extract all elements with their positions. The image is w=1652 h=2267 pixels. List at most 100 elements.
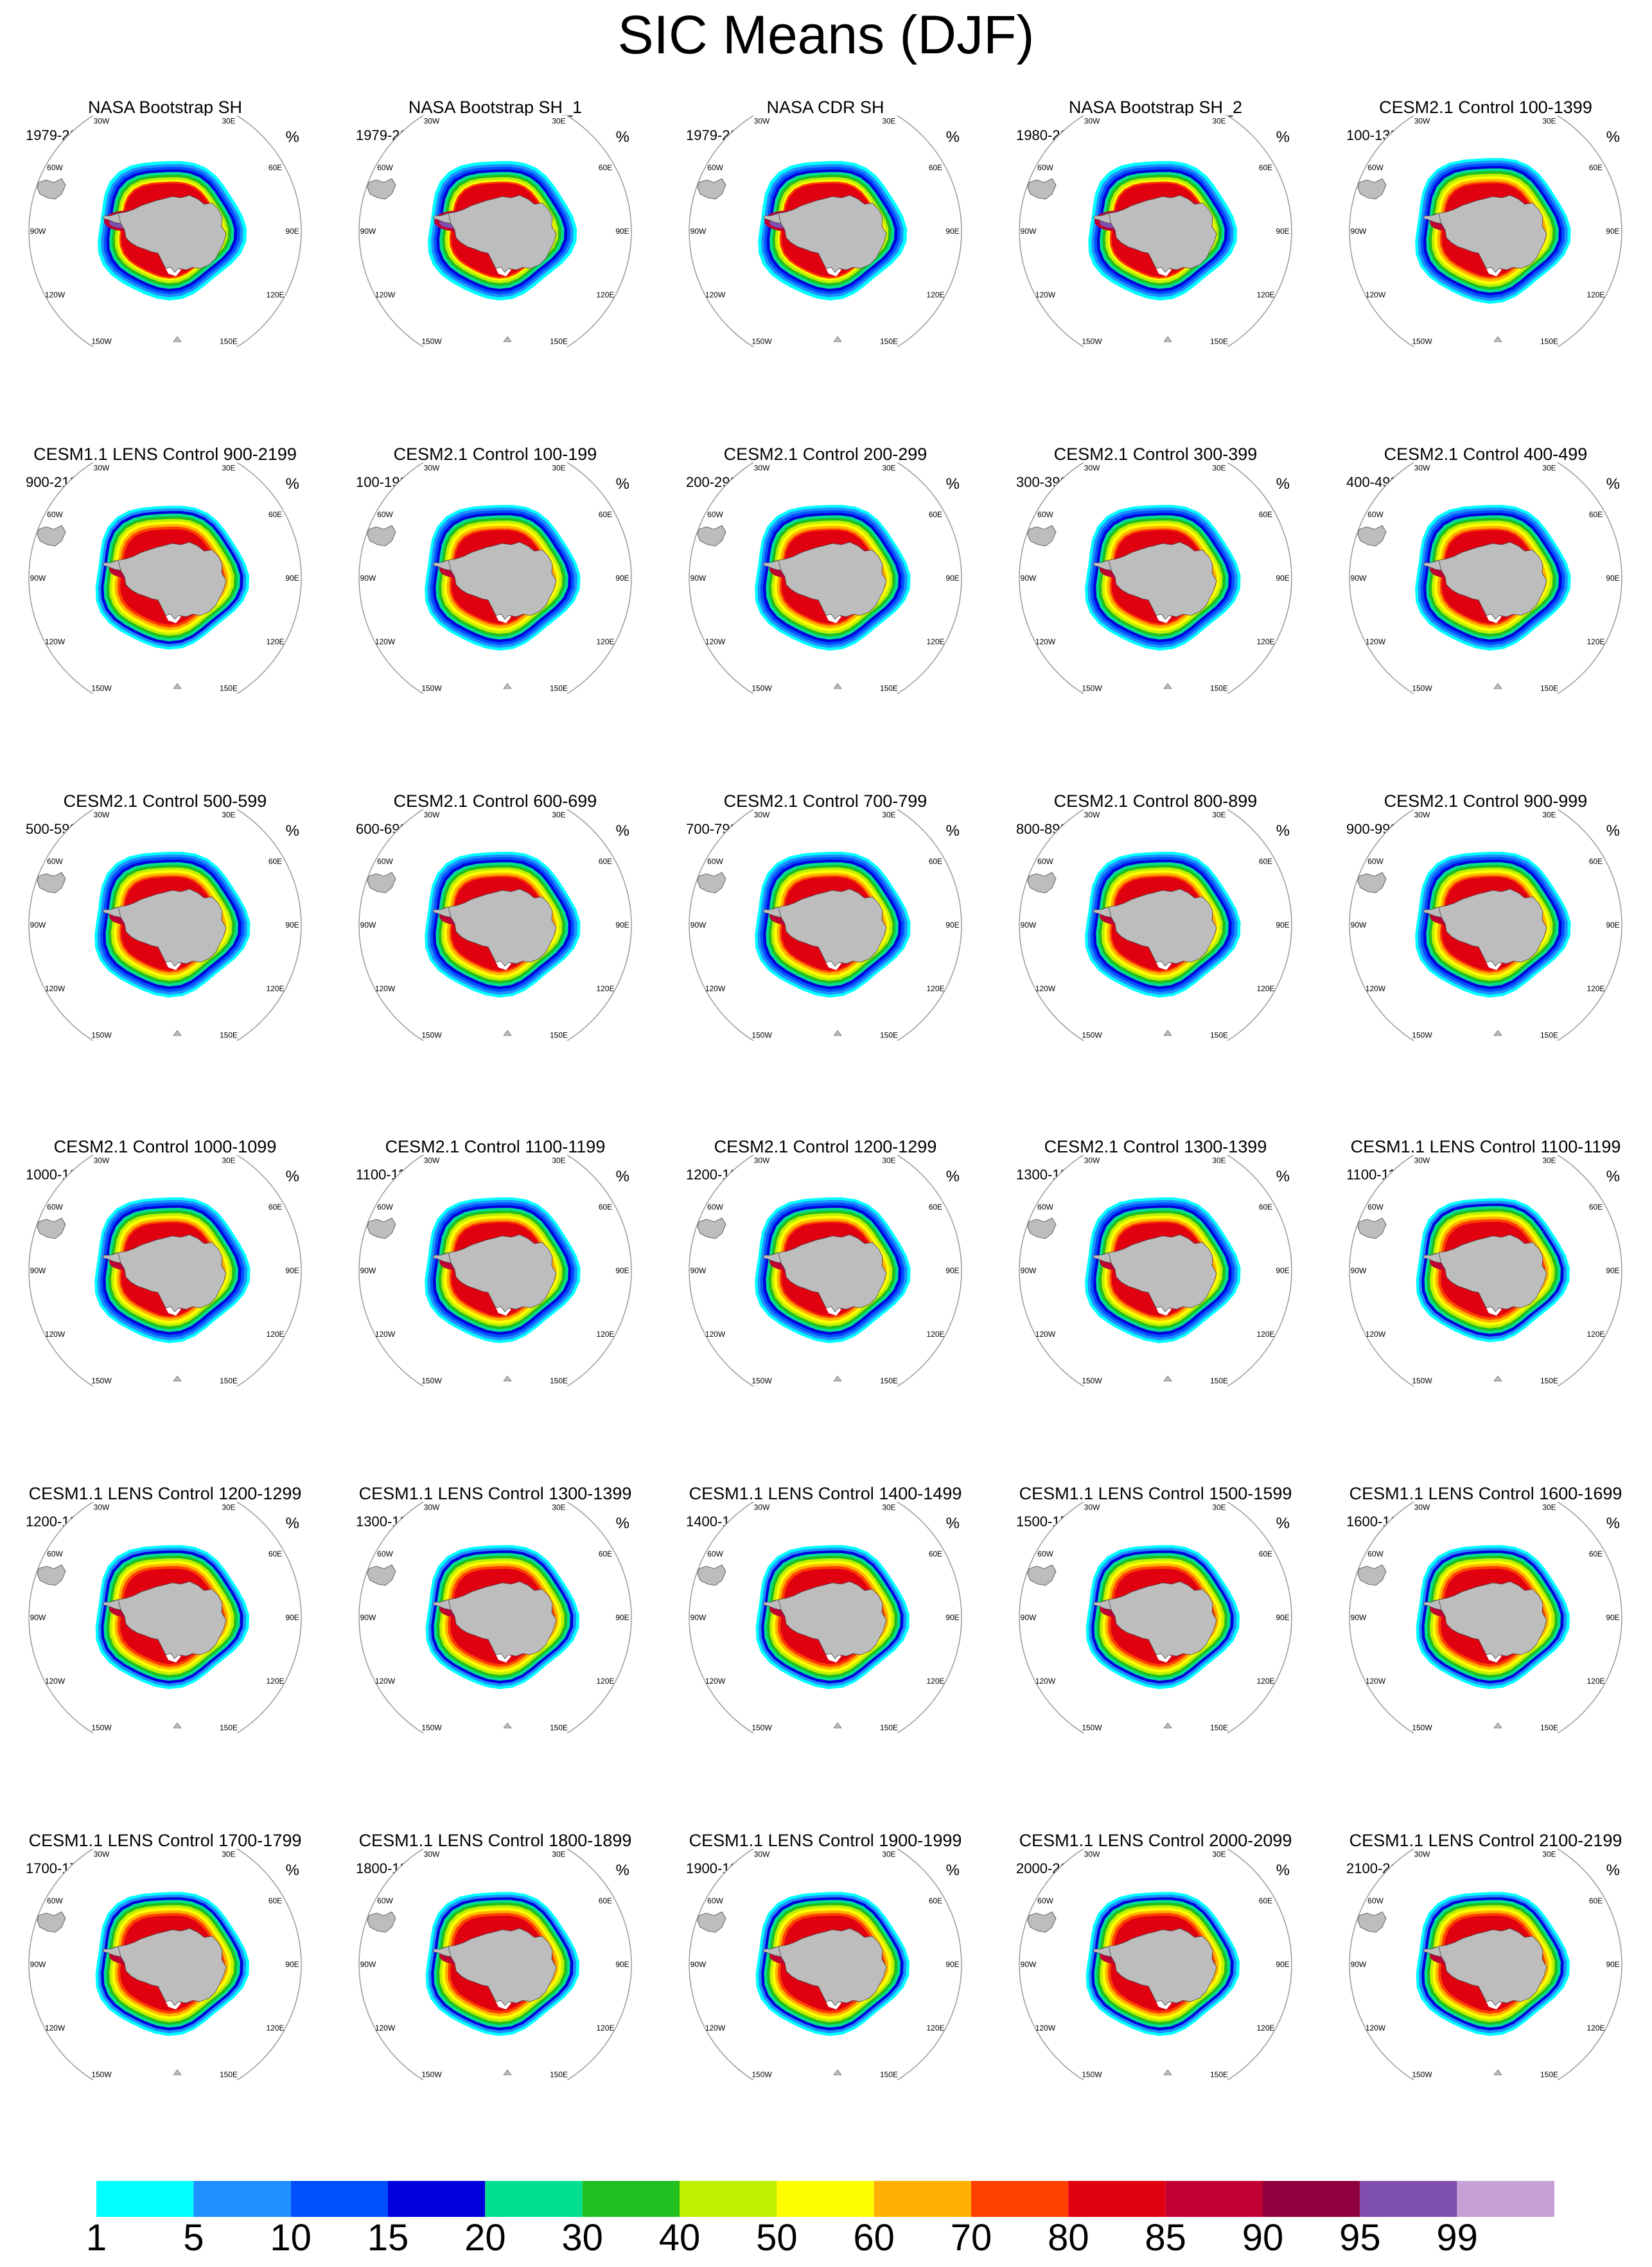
longitude-label: 120W (1035, 637, 1056, 646)
polar-map: 030E60E90E120E150E180150W120W90W60W30W (1349, 463, 1622, 694)
longitude-label: 150E (220, 1377, 238, 1386)
panel-title: NASA Bootstrap SH (87, 98, 243, 117)
map-panel: CESM2.1 Control 700-799700-799%030E60E90… (660, 694, 990, 1041)
longitude-label: 150W (751, 2070, 772, 2079)
longitude-label: 60W (377, 1896, 393, 1905)
longitude-label: 90E (1606, 1613, 1619, 1622)
longitude-label: 120E (1256, 984, 1274, 993)
longitude-label: 90E (1276, 1613, 1289, 1622)
colorbar-swatch (680, 2181, 777, 2217)
longitude-label: 30E (1542, 1156, 1556, 1165)
longitude-label: 150E (220, 2070, 238, 2079)
longitude-label: 90E (1606, 921, 1619, 930)
longitude-label: 150W (421, 1724, 442, 1733)
polar-map: 030E60E90E120E150E180150W120W90W60W30W (1019, 809, 1292, 1041)
polar-map: 030E60E90E120E150E180150W120W90W60W30W (358, 1155, 632, 1386)
map-frame (689, 116, 962, 347)
colorbar-tick-label: 15 (367, 2217, 409, 2259)
panel-title: CESM1.1 LENS Control 1100-1199 (1350, 1137, 1621, 1156)
longitude-label: 120E (596, 1677, 614, 1686)
longitude-label: 90W (360, 227, 376, 236)
longitude-label: 30W (94, 117, 110, 126)
polar-map: 030E60E90E120E150E180150W120W90W60W30W (1349, 1849, 1622, 2080)
map-panel: CESM1.1 LENS Control 1100-1199 1100-1199%… (1321, 1039, 1651, 1386)
panel-title: CESM2.1 Control 400-499 (1384, 445, 1588, 464)
longitude-label: 120W (705, 290, 726, 299)
longitude-label: 30W (1084, 1850, 1100, 1859)
longitude-label: 30E (552, 1156, 565, 1165)
longitude-label: 30E (882, 117, 895, 126)
longitude-label: 150W (1082, 1031, 1102, 1040)
map-frame (1019, 1155, 1292, 1386)
longitude-label: 30E (1542, 464, 1556, 473)
longitude-label: 30E (552, 1850, 565, 1859)
longitude-label: 30E (1542, 117, 1556, 126)
longitude-label: 30W (94, 811, 110, 820)
longitude-label: 90E (285, 227, 299, 236)
longitude-label: 30E (882, 464, 895, 473)
longitude-label: 150W (1412, 337, 1432, 346)
longitude-label: 30W (1084, 1503, 1100, 1512)
map-frame (1349, 1849, 1622, 2080)
longitude-label: 150W (1412, 2070, 1432, 2079)
longitude-label: 120E (1586, 637, 1604, 646)
longitude-label: 30W (754, 464, 770, 473)
map-panel: CESM2.1 Control 600-699600-699%030E60E90… (330, 694, 660, 1041)
longitude-label: 60E (599, 1549, 612, 1558)
panel-unit: % (285, 822, 299, 840)
panel-title: CESM2.1 Control 1100-1199 (385, 1137, 606, 1156)
map-panel: NASA CDR SH1979-2016%030E60E90E120E150E1… (660, 0, 990, 347)
colorbar-swatch (388, 2181, 486, 2217)
longitude-label: 60W (1037, 1203, 1053, 1212)
longitude-label: 60E (1589, 510, 1603, 519)
panel-title: CESM2.1 Control 1200-1299 (714, 1137, 937, 1156)
longitude-label: 90W (1021, 227, 1037, 236)
longitude-label: 60W (47, 1896, 63, 1905)
map-panel: CESM2.1 Control 900-999900-999%030E60E90… (1321, 694, 1651, 1041)
main-title: SIC Means (DJF) (617, 4, 1035, 65)
longitude-label: 90W (690, 1613, 707, 1622)
longitude-label: 60W (1367, 163, 1384, 172)
longitude-label: 150E (880, 2070, 898, 2079)
longitude-label: 120E (1586, 1677, 1604, 1686)
longitude-label: 90E (615, 574, 629, 583)
longitude-label: 30E (1212, 464, 1226, 473)
colorbar-tick-label: 60 (853, 2217, 895, 2259)
longitude-label: 60W (707, 163, 723, 172)
longitude-label: 60E (929, 857, 942, 866)
panel-unit: % (945, 1862, 960, 1879)
longitude-label: 60E (1589, 1203, 1603, 1212)
colorbar-tick-label: 20 (464, 2217, 506, 2259)
longitude-label: 30W (1414, 1850, 1430, 1859)
longitude-label: 60W (1037, 510, 1053, 519)
longitude-label: 150W (751, 337, 772, 346)
map-panel: CESM2.1 Control 100-199100-199%030E60E90… (330, 347, 660, 694)
longitude-label: 120W (375, 1677, 396, 1686)
longitude-label: 90E (285, 1266, 299, 1275)
panel-title: CESM1.1 LENS Control 1300-1399 (358, 1484, 632, 1503)
longitude-label: 90W (360, 1613, 376, 1622)
longitude-label: 150W (91, 684, 112, 693)
longitude-label: 120E (926, 984, 944, 993)
longitude-label: 60W (1367, 857, 1384, 866)
longitude-label: 30W (94, 1156, 110, 1165)
colorbar-labels: 1 5 10 15 20 30 40 50 60 70 80 85 90 95 99 (0, 2218, 1652, 2263)
map-panel: NASA Bootstrap SH_11979-2016%030E60E90E1… (330, 0, 660, 347)
longitude-label: 30W (754, 1503, 770, 1512)
longitude-label: 150E (880, 337, 898, 346)
polar-map: 030E60E90E120E150E180150W120W90W60W30W (28, 463, 302, 694)
longitude-label: 150W (1412, 684, 1432, 693)
colorbar-swatch (582, 2181, 680, 2217)
longitude-label: 30W (754, 117, 770, 126)
longitude-label: 150W (751, 1377, 772, 1386)
longitude-label: 60E (1259, 510, 1272, 519)
colorbar (96, 2181, 1554, 2217)
longitude-label: 120E (1586, 984, 1604, 993)
longitude-label: 120E (266, 637, 284, 646)
longitude-label: 150E (1210, 2070, 1228, 2079)
longitude-label: 30E (222, 117, 235, 126)
map-panel: CESM1.1 LENS Control 2000-2099 2000-2099%… (990, 1733, 1321, 2080)
panel-unit: % (1606, 475, 1620, 493)
longitude-label: 90W (1021, 921, 1037, 930)
longitude-label: 150W (1082, 1724, 1102, 1733)
